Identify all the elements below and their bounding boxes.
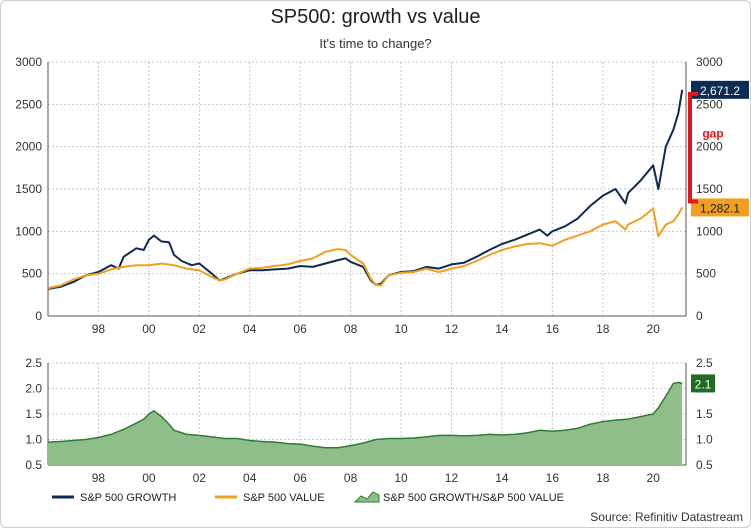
source-note: Source: Refinitiv Datastream <box>590 510 743 524</box>
x-tick-label: 00 <box>142 322 156 336</box>
x-tick-label: 02 <box>193 322 207 336</box>
x-tick-label: 20 <box>647 322 661 336</box>
x-tick-label: 14 <box>495 471 509 485</box>
y-tick-label-right: 1500 <box>696 182 723 196</box>
x-tick-label: 16 <box>546 471 560 485</box>
gap-label: gap <box>702 127 723 141</box>
value-last-badge <box>691 198 749 217</box>
x-tick-label: 18 <box>596 322 610 336</box>
value-last-label: 1,282.1 <box>700 201 740 215</box>
legend-label: S&P 500 GROWTH <box>80 492 176 504</box>
x-tick-label: 02 <box>193 471 207 485</box>
y-tick-label-left: 500 <box>22 267 42 281</box>
y-tick-label-left: 1.5 <box>25 407 42 421</box>
value-line <box>47 206 684 290</box>
x-tick-label: 04 <box>243 322 257 336</box>
y-tick-label-right: 2500 <box>696 97 723 111</box>
y-tick-label-left: 0.5 <box>25 458 42 472</box>
y-tick-label-left: 0 <box>35 309 42 323</box>
y-tick-label-right: 3000 <box>696 55 723 69</box>
x-tick-label: 06 <box>293 322 307 336</box>
y-tick-label-left: 2.5 <box>25 356 42 370</box>
x-tick-label: 14 <box>495 322 509 336</box>
x-tick-label: 08 <box>344 471 358 485</box>
x-tick-label: 04 <box>243 471 257 485</box>
x-tick-label: 10 <box>394 322 408 336</box>
ratio-last-badge <box>691 374 715 393</box>
growth-last-label: 2,671.2 <box>700 84 740 98</box>
y-tick-label-left: 2000 <box>15 140 42 154</box>
y-tick-label-right: 2000 <box>696 140 723 154</box>
x-tick-label: 16 <box>546 322 560 336</box>
y-tick-label-left: 2.0 <box>25 382 42 396</box>
y-tick-label-right: 2.5 <box>696 356 713 370</box>
y-tick-label-right: 1000 <box>696 224 723 238</box>
y-tick-label-right: 1.0 <box>696 433 713 447</box>
x-tick-label: 00 <box>142 471 156 485</box>
legend-label: S&P 500 GROWTH/S&P 500 VALUE <box>383 492 564 504</box>
x-tick-label: 12 <box>445 322 459 336</box>
chart-title: SP500: growth vs value <box>270 6 481 28</box>
y-tick-label-right: 0 <box>696 309 703 323</box>
x-tick-label: 08 <box>344 322 358 336</box>
growth-line <box>47 89 684 290</box>
y-tick-label-left: 2500 <box>15 97 42 111</box>
y-tick-label-left: 1.0 <box>25 433 42 447</box>
x-tick-label: 12 <box>445 471 459 485</box>
legend-swatch <box>353 491 380 503</box>
x-tick-label: 98 <box>92 322 106 336</box>
y-tick-label-left: 1000 <box>15 224 42 238</box>
chart-subtitle: It's time to change? <box>319 36 432 51</box>
x-tick-label: 06 <box>293 471 307 485</box>
y-tick-label-left: 1500 <box>15 182 42 196</box>
y-tick-label-right: 0.5 <box>696 458 713 472</box>
growth-last-badge <box>691 80 749 99</box>
y-tick-label-left: 3000 <box>15 55 42 69</box>
x-tick-label: 10 <box>394 471 408 485</box>
ratio-line <box>47 381 683 449</box>
x-tick-label: 20 <box>647 471 661 485</box>
x-tick-label: 18 <box>596 471 610 485</box>
gap-bracket <box>688 91 698 204</box>
x-tick-label: 98 <box>92 471 106 485</box>
ratio-area <box>48 382 683 465</box>
y-tick-label-right: 500 <box>696 267 716 281</box>
ratio-last-label: 2.1 <box>695 377 712 391</box>
legend-label: S&P 500 VALUE <box>243 492 325 504</box>
y-tick-label-right: 1.5 <box>696 407 713 421</box>
